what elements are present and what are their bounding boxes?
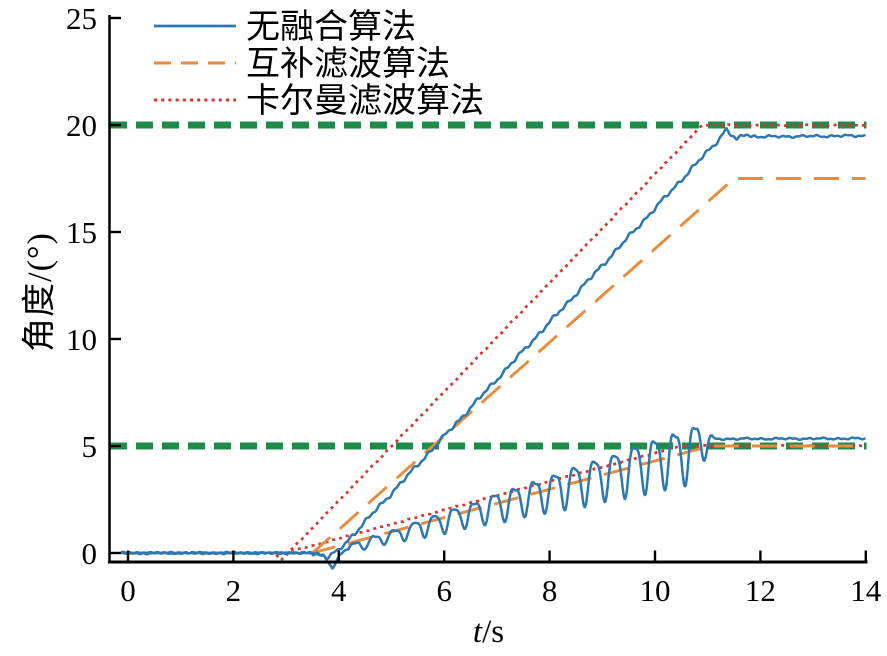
x-tick-label-8: 8 xyxy=(542,573,558,608)
series-line-kalman-5 xyxy=(120,443,867,555)
legend-label: 卡尔曼滤波算法 xyxy=(246,82,484,120)
y-tick-label-5: 5 xyxy=(82,429,98,464)
x-tick-label-10: 10 xyxy=(640,573,671,608)
y-tick-label-0: 0 xyxy=(82,536,98,571)
x-tick-label-4: 4 xyxy=(331,573,347,608)
x-axis-ticks: 0 2 4 6 8 10 12 14 xyxy=(120,550,882,608)
series-line-nofusion-5 xyxy=(120,426,867,570)
y-tick-label-15: 15 xyxy=(66,215,97,250)
x-tick-label-14: 14 xyxy=(850,573,882,608)
y-tick-label-25: 25 xyxy=(66,1,97,36)
x-tick-label-12: 12 xyxy=(745,573,776,608)
series-line-complementary-5 xyxy=(120,444,867,555)
y-tick-label-10: 10 xyxy=(66,322,97,357)
x-tick-label-0: 0 xyxy=(120,573,136,608)
x-tick-label-6: 6 xyxy=(436,573,452,608)
y-axis-ticks: 0 5 10 15 20 25 xyxy=(66,1,121,571)
x-tick-label-2: 2 xyxy=(226,573,242,608)
series-line-nofusion-20 xyxy=(120,127,867,561)
y-tick-label-20: 20 xyxy=(66,108,97,143)
legend-label: 互补滤波算法 xyxy=(246,45,450,83)
legend-label: 无融合算法 xyxy=(246,8,416,46)
